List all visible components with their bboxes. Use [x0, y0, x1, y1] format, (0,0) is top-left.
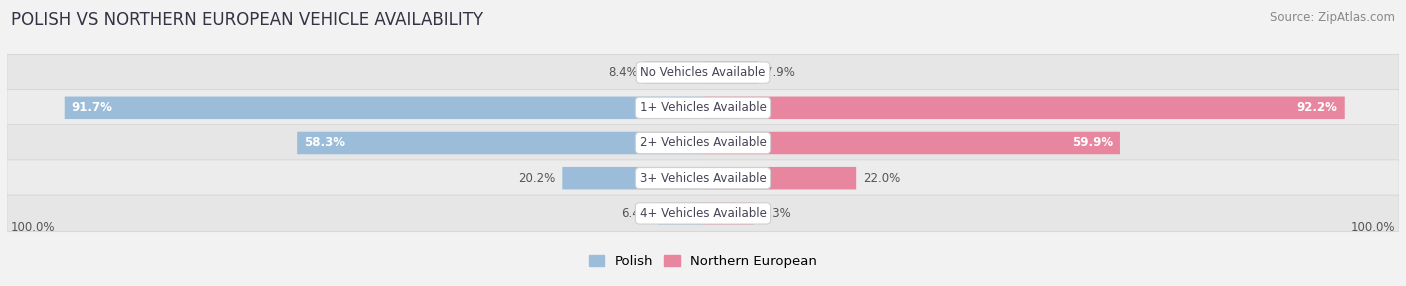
FancyBboxPatch shape — [658, 202, 703, 225]
FancyBboxPatch shape — [297, 132, 703, 154]
FancyBboxPatch shape — [65, 97, 703, 119]
Text: 8.4%: 8.4% — [607, 66, 637, 79]
FancyBboxPatch shape — [562, 167, 703, 189]
Text: 92.2%: 92.2% — [1296, 101, 1337, 114]
FancyBboxPatch shape — [644, 61, 703, 84]
FancyBboxPatch shape — [7, 54, 1399, 91]
Text: 59.9%: 59.9% — [1071, 136, 1114, 150]
Text: 3+ Vehicles Available: 3+ Vehicles Available — [640, 172, 766, 185]
Text: 22.0%: 22.0% — [863, 172, 900, 185]
Text: 7.9%: 7.9% — [765, 66, 794, 79]
Text: 91.7%: 91.7% — [72, 101, 112, 114]
Text: 1+ Vehicles Available: 1+ Vehicles Available — [640, 101, 766, 114]
FancyBboxPatch shape — [7, 160, 1399, 196]
FancyBboxPatch shape — [703, 202, 754, 225]
FancyBboxPatch shape — [7, 90, 1399, 126]
Text: No Vehicles Available: No Vehicles Available — [640, 66, 766, 79]
Text: 4+ Vehicles Available: 4+ Vehicles Available — [640, 207, 766, 220]
Legend: Polish, Northern European: Polish, Northern European — [589, 255, 817, 268]
Text: 6.4%: 6.4% — [621, 207, 651, 220]
FancyBboxPatch shape — [703, 97, 1344, 119]
Text: 20.2%: 20.2% — [519, 172, 555, 185]
Text: 100.0%: 100.0% — [10, 221, 55, 234]
FancyBboxPatch shape — [703, 132, 1121, 154]
Text: 58.3%: 58.3% — [304, 136, 346, 150]
FancyBboxPatch shape — [703, 61, 758, 84]
Text: 100.0%: 100.0% — [1351, 221, 1396, 234]
Text: POLISH VS NORTHERN EUROPEAN VEHICLE AVAILABILITY: POLISH VS NORTHERN EUROPEAN VEHICLE AVAI… — [11, 11, 484, 29]
FancyBboxPatch shape — [7, 195, 1399, 232]
Text: 2+ Vehicles Available: 2+ Vehicles Available — [640, 136, 766, 150]
FancyBboxPatch shape — [7, 125, 1399, 161]
Text: 7.3%: 7.3% — [761, 207, 790, 220]
FancyBboxPatch shape — [703, 167, 856, 189]
Text: Source: ZipAtlas.com: Source: ZipAtlas.com — [1270, 11, 1395, 24]
